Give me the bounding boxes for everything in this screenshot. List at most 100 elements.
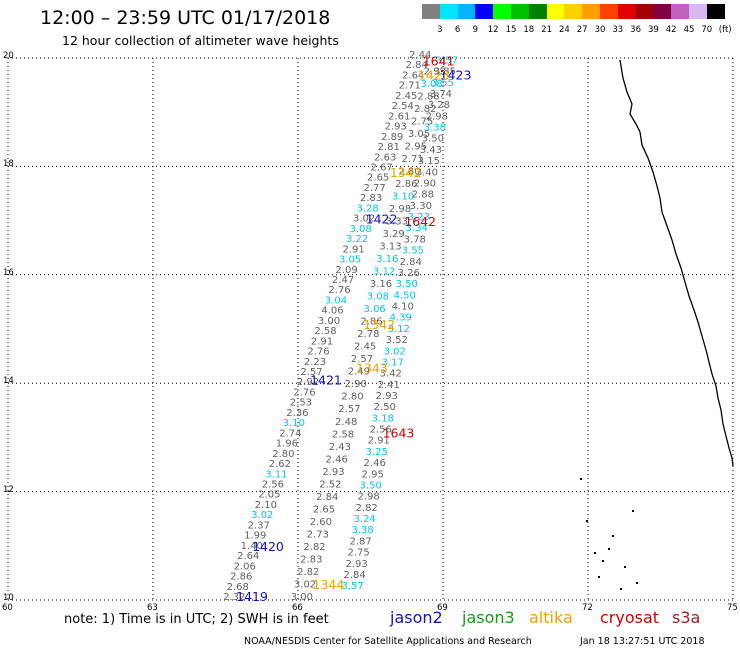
swh-value: 3.50 [422,134,444,145]
lat-tick-label: 10 [3,593,14,603]
swh-value: 3.10 [392,191,414,202]
swh-value: 3.17 [382,357,404,368]
swh-value: 3.40 [416,167,438,178]
swh-value: 2.82 [414,104,436,115]
swh-value: 2.57 [300,367,322,378]
generated-timestamp: Jan 18 13:27:51 UTC 2018 [580,636,705,647]
swh-value: 3.05 [339,255,361,266]
scale-label: 15 [505,25,517,35]
swh-value: 2.84 [400,257,422,268]
lat-tick-label: 16 [3,267,14,278]
scale-label: 39 [647,25,659,35]
swh-value: 2.56 [370,425,392,436]
swh-value: 2.74 [279,428,301,439]
swh-value: 2.82 [356,503,378,514]
swh-value: 2.71 [399,81,421,92]
scale-swatch [617,4,636,19]
swh-value: 3.55 [402,246,424,257]
scale-swatch [528,4,547,19]
credit-text: NOAA/NESDIS Center for Satellite Applica… [244,636,532,647]
scale-label: 30 [594,25,606,35]
swh-value: 3.16 [370,279,392,290]
swh-value: 2.61 [388,111,410,122]
scale-swatch [653,4,672,19]
coast-line [619,59,734,467]
swh-value: 3.23 [408,212,430,223]
swh-value: 3.02 [384,346,406,357]
lat-tick-label: 12 [3,484,14,495]
scale-swatch [511,4,529,19]
scale-swatch [546,4,565,19]
swh-value: 2.36 [286,408,308,419]
swh-value: 4.50 [394,290,416,301]
island-dot [580,478,582,480]
swh-value: 2.88 [417,91,439,102]
swh-value: 2.58 [332,429,354,440]
scale-label: 21 [541,25,552,35]
scale-label: 45 [683,25,695,35]
swh-value: 2.92 [297,377,319,388]
scale-label: 24 [558,25,570,35]
swh-value: 3.00 [291,592,313,603]
scale-swatch [635,4,654,19]
pass-time-label: 1421 [310,372,342,387]
swh-value: 3.30 [410,201,432,212]
swh-value: 2.67 [371,162,393,173]
swh-value: 2.09 [335,265,357,276]
swh-value: 3.55 [432,78,454,89]
swh-value: 2.41 [378,380,400,391]
swh-value: 2.80 [341,392,363,403]
swh-value: 2.57 [338,404,360,415]
island-dot [636,582,638,584]
swh-value: 2.78 [357,329,379,340]
swh-value: 1.40 [241,541,263,552]
swh-value: 2.91 [311,336,333,347]
swh-value: 4.10 [392,302,414,313]
scale-label: 36 [630,25,641,35]
swh-value: 2.80 [272,449,294,460]
swh-value: 3.38 [352,525,374,536]
scale-label: 70 [701,25,713,35]
swh-value: 2.98 [389,204,411,215]
swh-value: 2.84 [406,60,428,71]
swh-value: 3.13 [379,242,401,253]
swh-value: 2.71 [402,154,424,165]
scale-swatch [439,4,458,19]
scale-swatch [564,4,583,19]
swh-value: 3.06 [364,304,386,315]
island-dot [586,520,588,522]
legend-jason2: jason2 [390,608,443,627]
swh-value: 2.88 [412,190,434,201]
swh-value: 3.29 [383,229,405,240]
swh-value: 2.47 [332,275,354,286]
swh-value: 3.38 [424,123,446,134]
scale-swatch [475,4,494,19]
swh-value: 2.50 [374,402,396,413]
lon-tick-label: 60 [2,603,13,613]
swh-value: 1.99 [244,531,266,542]
swh-value: 2.37 [248,520,270,531]
scale-swatch [582,4,600,19]
swh-value: 2.82 [297,567,319,578]
pass-time-label: 1344 [313,577,345,592]
swh-value: 2.32 [223,592,245,603]
swh-value: 3.16 [376,254,398,265]
swh-value: 2.83 [300,554,322,565]
swh-value: 2.93 [346,559,368,570]
swh-value: 2.52 [319,479,341,490]
lat-tick-label: 14 [3,376,14,387]
swh-value: 2.95 [362,469,384,480]
swh-value: 2.87 [350,536,372,547]
swh-value: 3.28 [428,100,450,111]
legend-altika: altika [529,608,573,627]
swh-value: 2.46 [364,458,386,469]
swh-value: 3.12 [373,267,395,278]
island-dot [620,588,622,590]
pass-time-label: 1642 [404,214,436,229]
swh-value: 2.60 [310,517,332,528]
swh-value: 2.23 [304,357,326,368]
swh-value: 3.78 [404,234,426,245]
swh-value: 2.73 [307,529,329,540]
swh-value: 2.95 [424,66,446,77]
swh-value: 2.68 [227,582,249,593]
